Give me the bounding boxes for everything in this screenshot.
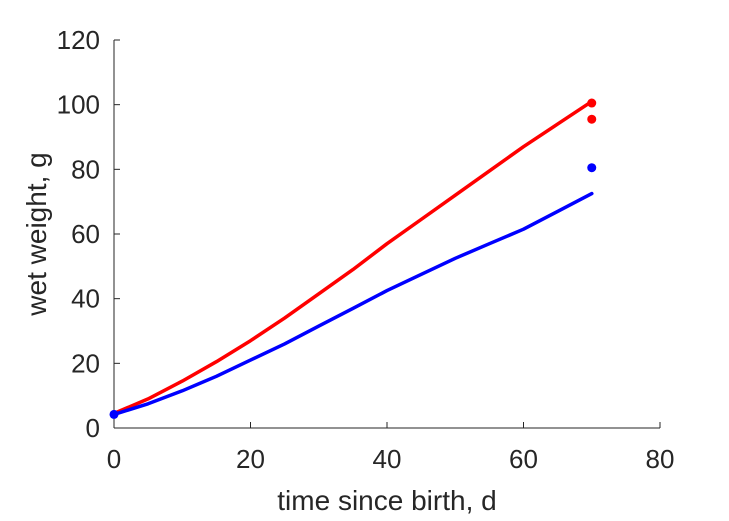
x-axis-label: time since birth, d [277,485,496,516]
data-point [109,409,119,419]
data-point [587,163,597,173]
x-tick-label: 60 [509,444,538,474]
y-tick-label: 60 [71,219,100,249]
series-line [112,99,594,416]
plot-lines [112,99,594,417]
x-tick-label: 40 [373,444,402,474]
y-axis-label: wet weight, g [21,152,52,316]
axes: 0 20 40 60 80 0 20 40 60 80 100 120 [57,25,675,474]
y-tick-label: 120 [57,25,100,55]
y-tick-label: 20 [71,348,100,378]
x-tick-label: 80 [646,444,675,474]
series-line [112,191,594,417]
data-point [587,114,597,124]
y-tick-label: 40 [71,284,100,314]
data-point [587,98,597,108]
y-tick-label: 80 [71,154,100,184]
y-tick-label: 100 [57,90,100,120]
y-tick-label: 0 [86,413,100,443]
x-tick-label: 20 [236,444,265,474]
plot-points [109,98,597,419]
x-tick-label: 0 [107,444,121,474]
